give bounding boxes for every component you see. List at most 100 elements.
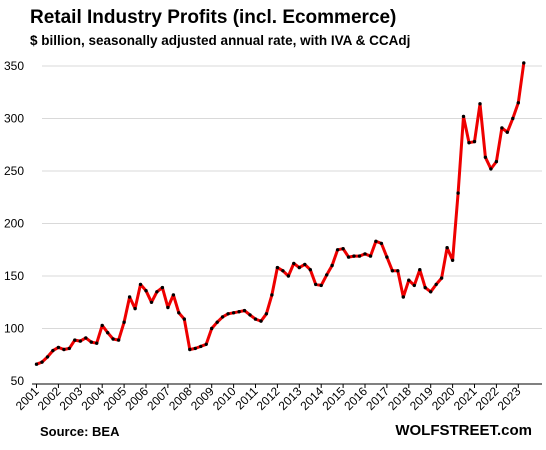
x-tick-label: 2022 [473, 384, 502, 413]
data-point [270, 293, 274, 297]
data-point [237, 310, 241, 314]
x-tick-label: 2012 [254, 384, 283, 413]
data-point [100, 323, 104, 328]
data-point [253, 317, 258, 321]
data-point [379, 241, 384, 246]
data-point [412, 283, 416, 288]
data-point [171, 293, 176, 297]
x-tick-label: 2003 [57, 384, 86, 413]
data-point [374, 239, 378, 243]
data-point [275, 265, 280, 270]
grid-lines [42, 65, 542, 329]
data-point [505, 130, 509, 134]
data-point [204, 342, 208, 346]
data-point [215, 320, 219, 324]
publisher-credit: WOLFSTREET.com [395, 422, 532, 439]
chart-title: Retail Industry Profits (incl. Ecommerce… [30, 7, 397, 28]
data-point [335, 248, 340, 252]
data-point [319, 283, 323, 288]
y-tick-label: 150 [4, 269, 24, 283]
data-point [210, 326, 214, 331]
data-point [516, 101, 520, 105]
data-point [489, 167, 493, 171]
y-tick-label: 200 [4, 217, 24, 231]
data-point [390, 269, 395, 273]
x-tick-label: 2008 [166, 384, 195, 413]
x-tick-label: 2011 [232, 384, 260, 412]
data-point [407, 278, 411, 282]
data-point [483, 155, 488, 159]
data-point [149, 300, 154, 304]
data-point [45, 355, 50, 359]
data-point [401, 295, 405, 299]
x-tick-label: 2016 [341, 384, 370, 413]
data-point [188, 347, 192, 352]
data-point [67, 346, 72, 351]
data-point [242, 308, 247, 313]
data-point [182, 317, 186, 321]
data-point [144, 289, 148, 293]
data-point [133, 306, 137, 311]
data-point [363, 252, 367, 256]
x-tick-label: 2001 [13, 384, 42, 413]
data-point [34, 362, 39, 366]
data-point [341, 247, 345, 251]
data-point [292, 261, 296, 266]
data-point [303, 262, 307, 267]
data-point [122, 320, 126, 324]
data-point [95, 341, 99, 345]
data-point [429, 290, 433, 294]
x-tick-label: 2017 [363, 384, 392, 413]
data-point [500, 126, 504, 130]
data-point [73, 338, 77, 342]
data-point [357, 254, 362, 258]
data-point [472, 139, 477, 144]
x-tick-label: 2015 [319, 384, 348, 413]
x-tick-label: 2023 [495, 384, 524, 413]
data-point [325, 273, 329, 277]
y-tick-label: 50 [11, 374, 25, 388]
x-tick-label: 2018 [385, 384, 414, 413]
x-tick-label: 2014 [298, 384, 327, 413]
data-point [226, 312, 230, 316]
data-point [193, 346, 197, 351]
data-point [423, 285, 427, 290]
y-tick-label: 250 [4, 164, 24, 178]
data-point [385, 255, 389, 259]
chart-subtitle: $ billion, seasonally adjusted annual ra… [30, 33, 411, 48]
data-point [314, 282, 318, 287]
data-point [78, 339, 83, 343]
x-tick-label: 2005 [100, 384, 129, 413]
x-axis: 2001200220032004200520062007200820092010… [13, 383, 542, 413]
data-point [155, 290, 159, 294]
series-profits [34, 61, 526, 366]
data-point [138, 282, 143, 287]
data-point [450, 258, 455, 262]
x-tick-label: 2009 [188, 384, 217, 413]
data-point [84, 336, 88, 340]
data-point [259, 319, 263, 323]
y-axis-labels: 50 100 150 200 250 300 350 [4, 59, 24, 388]
series-line [35, 62, 526, 366]
data-point [511, 116, 515, 121]
data-point [106, 331, 110, 335]
data-point [160, 285, 165, 290]
data-point [396, 269, 400, 273]
x-tick-label: 2007 [144, 384, 173, 413]
data-point [368, 254, 373, 258]
data-point [434, 282, 438, 287]
data-point [445, 246, 449, 250]
data-point [418, 268, 422, 272]
source-note: Source: BEA [40, 424, 120, 439]
data-point [199, 344, 203, 349]
data-point [522, 61, 526, 65]
data-point [456, 191, 460, 195]
x-tick-label: 2010 [210, 384, 239, 413]
data-point [330, 263, 334, 268]
x-tick-label: 2021 [451, 384, 480, 413]
x-tick-label: 2004 [79, 384, 108, 413]
data-point [346, 255, 351, 259]
data-point [478, 102, 482, 106]
y-tick-label: 100 [4, 322, 24, 336]
